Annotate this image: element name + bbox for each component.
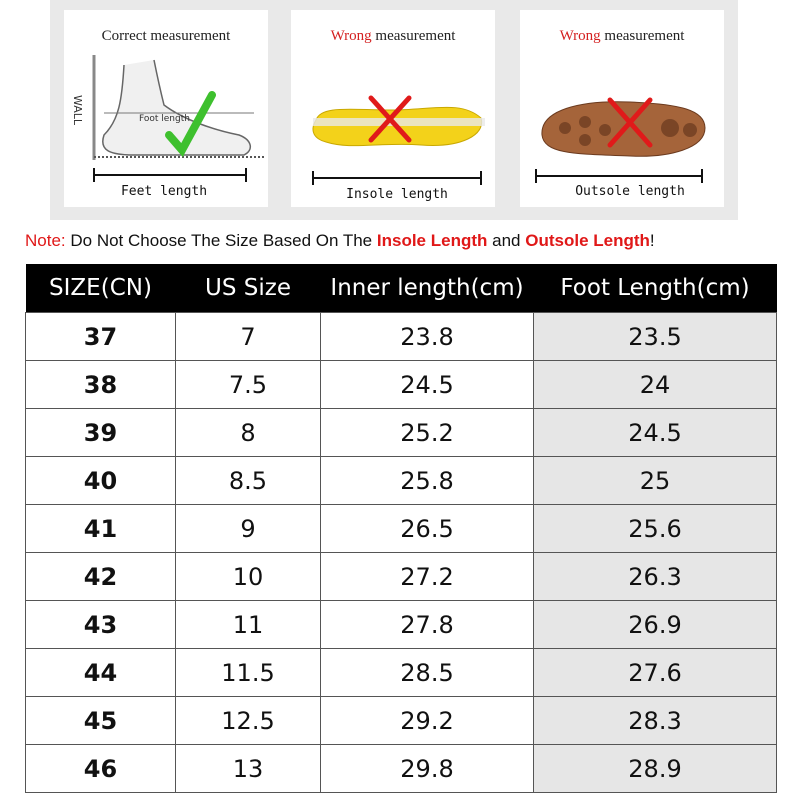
table-cell: 7 — [175, 312, 321, 361]
title-text: measurement — [375, 28, 456, 44]
table-cell: 25 — [533, 456, 777, 505]
table-cell: 29.8 — [320, 744, 534, 793]
table-cell: 41 — [25, 504, 176, 553]
table-cell: 26.9 — [533, 600, 777, 649]
table-cell: 27.8 — [320, 600, 534, 649]
caption: Feet length — [121, 184, 207, 199]
table-row: 38 7.5 24.5 24 — [25, 360, 777, 409]
table-cell: 39 — [25, 408, 176, 457]
table-cell: 12.5 — [175, 696, 321, 745]
title-emphasis: Wrong — [330, 28, 372, 44]
note-and: and — [492, 231, 521, 250]
table-cell: 11.5 — [175, 648, 321, 697]
insole-illustration: Insole length — [312, 95, 485, 202]
table-cell: 27.2 — [320, 552, 534, 601]
title-text: measurement — [604, 28, 685, 44]
table-cell: 46 — [25, 744, 176, 793]
table-row: 42 10 27.2 26.3 — [25, 552, 777, 601]
header-cell: US Size — [175, 264, 321, 313]
caption: Insole length — [346, 187, 448, 202]
table-cell: 24.5 — [320, 360, 534, 409]
table-cell: 29.2 — [320, 696, 534, 745]
note: Note: Do Not Choose The Size Based On Th… — [25, 231, 655, 251]
caption: Outsole length — [575, 184, 685, 199]
table-cell: 8 — [175, 408, 321, 457]
table-cell: 28.9 — [533, 744, 777, 793]
header-cell: Foot Length(cm) — [533, 264, 777, 313]
table-cell: 9 — [175, 504, 321, 553]
note-insole: Insole Length — [376, 231, 488, 250]
table-cell: 25.6 — [533, 504, 777, 553]
wrong-panel: Outsole length Wrong measurement — [520, 10, 724, 207]
foot-illustration: WALL Foot length Feet length — [71, 55, 264, 199]
table-cell: 37 — [25, 312, 176, 361]
table-cell: 28.3 — [533, 696, 777, 745]
title-emphasis: Wrong — [559, 28, 601, 44]
table-cell: 40 — [25, 456, 176, 505]
note-end: ! — [649, 231, 655, 250]
panel-title: Correct measurement — [64, 28, 268, 45]
wall-label: WALL — [71, 95, 84, 126]
note-outsole: Outsole Length — [525, 231, 650, 250]
panel-title: Wrong measurement — [291, 28, 495, 45]
table-row: 46 13 29.8 28.9 — [25, 744, 777, 793]
table-cell: 23.8 — [320, 312, 534, 361]
note-text: Do Not Choose The Size Based On The — [70, 231, 373, 250]
table-cell: 26.3 — [533, 552, 777, 601]
table-cell: 11 — [175, 600, 321, 649]
header-cell: Inner length(cm) — [320, 264, 534, 313]
table-cell: 38 — [25, 360, 176, 409]
panel-title: Wrong measurement — [520, 28, 724, 45]
table-cell: 24.5 — [533, 408, 777, 457]
correct-panel: WALL Foot length Feet length Correct mea… — [64, 10, 268, 207]
table-cell: 25.2 — [320, 408, 534, 457]
table-cell: 42 — [25, 552, 176, 601]
table-cell: 13 — [175, 744, 321, 793]
table-cell: 28.5 — [320, 648, 534, 697]
table-row: 43 11 27.8 26.9 — [25, 600, 777, 649]
table-cell: 24 — [533, 360, 777, 409]
table-cell: 27.6 — [533, 648, 777, 697]
table-row: 40 8.5 25.8 25 — [25, 456, 777, 505]
table-cell: 26.5 — [320, 504, 534, 553]
table-cell: 43 — [25, 600, 176, 649]
header-row: SIZE(CN) US Size Inner length(cm) Foot Leng… — [25, 264, 777, 313]
table-cell: 45 — [25, 696, 176, 745]
table-cell: 23.5 — [533, 312, 777, 361]
table-row: 41 9 26.5 25.6 — [25, 504, 777, 553]
table-row: 39 8 25.2 24.5 — [25, 408, 777, 457]
outsole-illustration: Outsole length — [535, 97, 706, 199]
table-cell: 10 — [175, 552, 321, 601]
table-row: 37 7 23.8 23.5 — [25, 312, 777, 361]
table-cell: 7.5 — [175, 360, 321, 409]
table-row: 45 12.5 29.2 28.3 — [25, 696, 777, 745]
wrong-panel: Insole length Wrong measurement — [291, 10, 495, 207]
note-label: Note: — [25, 231, 66, 250]
table-cell: 44 — [25, 648, 176, 697]
measurement-guide: WALL Foot length Feet length Correct mea… — [50, 0, 738, 220]
table-body: 37 7 23.8 23.5 38 7.5 24.5 24 39 8 25.2 24.5 40 8.5 25… — [25, 312, 777, 793]
title-text: Correct measurement — [101, 28, 231, 44]
table-row: 44 11.5 28.5 27.6 — [25, 648, 777, 697]
header-cell: SIZE(CN) — [25, 264, 176, 313]
size-table: SIZE(CN) US Size Inner length(cm) Foot Leng… — [25, 264, 777, 793]
foot-length-label: Foot length — [139, 114, 190, 124]
table-cell: 25.8 — [320, 456, 534, 505]
table-cell: 8.5 — [175, 456, 321, 505]
